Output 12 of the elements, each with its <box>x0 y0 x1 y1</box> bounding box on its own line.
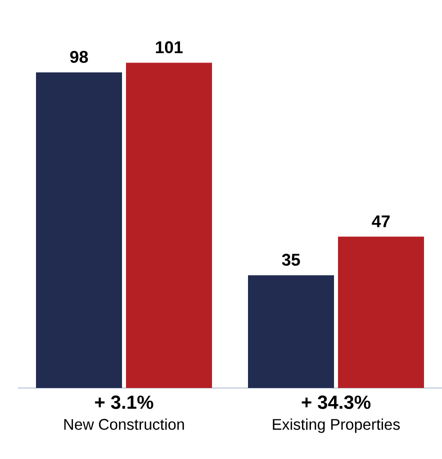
data-label: 47 <box>372 215 390 228</box>
text: + 3.1% <box>95 396 154 409</box>
bar <box>126 62 212 388</box>
x-tick-label: Existing Properties <box>272 418 400 433</box>
bar <box>338 236 424 388</box>
bar <box>36 72 122 388</box>
text: + 34.3% <box>302 396 370 409</box>
data-label: 98 <box>70 50 88 63</box>
bar <box>248 275 334 388</box>
data-label: 35 <box>282 254 300 266</box>
data-label: 101 <box>156 41 183 54</box>
x-tick-label: New Construction <box>64 418 184 430</box>
